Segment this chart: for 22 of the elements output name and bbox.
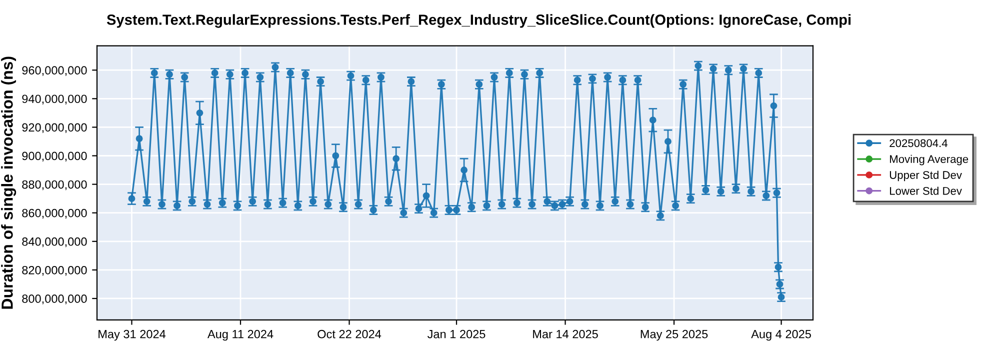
x-tick-label: May 31 2024 — [98, 330, 166, 341]
legend-label: 20250804.4 — [890, 139, 948, 148]
legend-label: Lower Std Dev — [890, 186, 962, 195]
legend-label: Moving Average — [890, 154, 968, 166]
x-tick-label: May 25 2025 — [640, 330, 708, 341]
chart-title: System.Text.RegularExpressions.Tests.Perf_Regex_Industry_SliceSlice.Count(Options: IgnoreCase, Compi — [106, 14, 851, 28]
x-tick-label: Mar 14 2025 — [533, 330, 598, 338]
x-tick-label: Oct 22 2024 — [318, 330, 382, 338]
y-tick-label: 820,000,000 — [22, 266, 87, 276]
y-tick-label: 880,000,000 — [22, 180, 87, 190]
y-tick-label: 900,000,000 — [22, 152, 87, 162]
x-tick-label: Aug 4 2025 — [751, 330, 811, 341]
y-tick-label: 920,000,000 — [22, 123, 87, 133]
x-tick-label: Aug 11 2024 — [207, 330, 274, 341]
y-tick-label: 840,000,000 — [22, 237, 87, 248]
x-tick-label: Jan 1 2025 — [427, 330, 486, 338]
y-tick-label: 940,000,000 — [22, 94, 87, 104]
legend-label: Upper Std Dev — [890, 170, 962, 182]
y-tick-label: 960,000,000 — [22, 66, 87, 76]
y-tick-label: 860,000,000 — [22, 208, 87, 219]
y-tick-label: 800,000,000 — [22, 294, 87, 304]
y-axis-title: Duration of single invocation (ns) — [1, 56, 16, 309]
